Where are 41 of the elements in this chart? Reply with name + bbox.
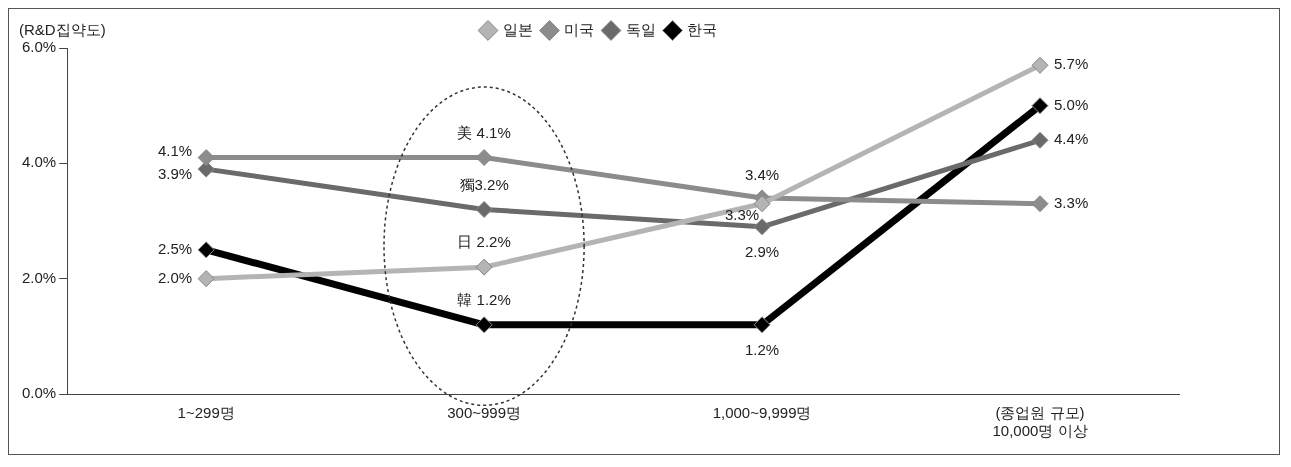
point bbox=[1031, 97, 1049, 115]
x-tick-label: 10,000명 이상 bbox=[992, 422, 1088, 440]
data-label: 美 4.1% bbox=[457, 123, 511, 141]
data-label: 1.2% bbox=[744, 340, 780, 358]
data-label: 4.1% bbox=[157, 141, 193, 159]
point bbox=[1031, 195, 1049, 213]
data-label: 3.9% bbox=[157, 165, 193, 183]
point bbox=[475, 258, 493, 276]
y-tick-label: 2.0% bbox=[21, 268, 57, 286]
point bbox=[197, 241, 215, 259]
data-label: 3.4% bbox=[744, 166, 780, 184]
point bbox=[1031, 131, 1049, 149]
data-label: 獨3.2% bbox=[459, 175, 509, 193]
x-tick-label: 1~299명 bbox=[177, 404, 235, 422]
legend-label: 독일 bbox=[625, 20, 656, 38]
y-axis-title: (R&D집약도) bbox=[19, 20, 106, 38]
legend-label: 일본 bbox=[502, 20, 533, 38]
point bbox=[1031, 56, 1049, 74]
data-label: 2.5% bbox=[157, 239, 193, 257]
data-label: 韓 1.2% bbox=[457, 290, 511, 308]
data-label: 5.7% bbox=[1054, 55, 1089, 73]
y-tick-label: 4.0% bbox=[21, 153, 57, 171]
x-tick-label: 1,000~9,999명 bbox=[712, 404, 812, 422]
point bbox=[753, 316, 771, 334]
data-label: 4.4% bbox=[1054, 130, 1089, 148]
data-label: 3.3% bbox=[1054, 193, 1089, 211]
x-tick-label: 300~999명 bbox=[447, 404, 522, 422]
data-label: 日 2.2% bbox=[457, 233, 511, 251]
legend-label: 한국 bbox=[687, 20, 717, 38]
data-label: 2.0% bbox=[157, 268, 193, 286]
y-tick-label: 0.0% bbox=[21, 384, 57, 402]
data-label: 3.3% bbox=[724, 205, 760, 223]
legend-label: 미국 bbox=[564, 20, 594, 38]
x-axis-title: (종업원 규모) bbox=[995, 404, 1085, 422]
data-label: 5.0% bbox=[1054, 95, 1089, 113]
point bbox=[197, 270, 215, 288]
point bbox=[475, 200, 493, 218]
data-label: 2.9% bbox=[744, 242, 780, 260]
point bbox=[753, 218, 771, 236]
point bbox=[475, 316, 493, 334]
y-tick-label: 6.0% bbox=[21, 38, 57, 56]
